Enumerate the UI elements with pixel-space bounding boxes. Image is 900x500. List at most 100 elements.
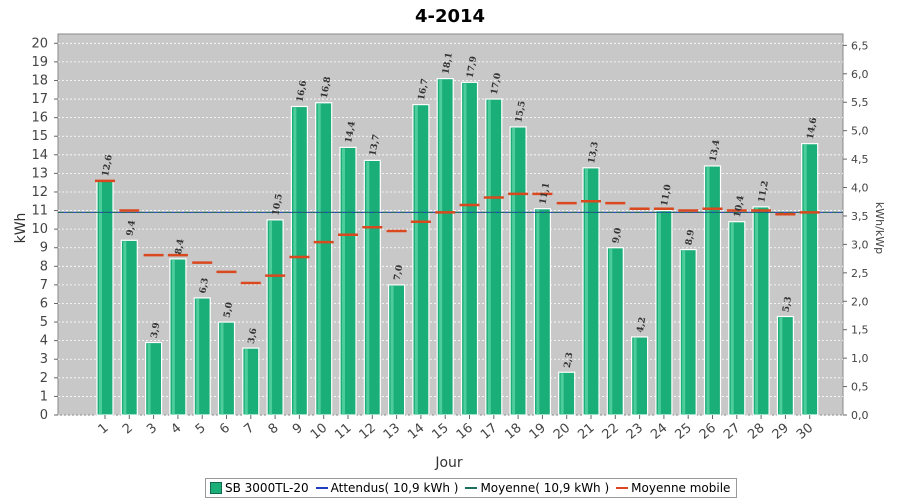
legend-label: Moyenne mobile xyxy=(631,481,731,495)
y2-tick-label: 5,5 xyxy=(851,96,869,109)
y-tick-label: 9 xyxy=(40,241,48,256)
data-label: 16,8 xyxy=(320,76,334,99)
data-label: 11,2 xyxy=(757,180,771,203)
bar-highlight xyxy=(633,337,637,415)
y-tick-label: 4 xyxy=(40,334,48,349)
data-label: 10,5 xyxy=(271,193,285,216)
data-label: 14,6 xyxy=(806,117,820,140)
data-label: 17,9 xyxy=(466,56,480,79)
bar-highlight xyxy=(366,161,370,415)
data-label: 9,0 xyxy=(611,227,624,244)
x-tick-label: 2 xyxy=(120,421,136,438)
data-label: 11,0 xyxy=(660,184,674,207)
data-label: 16,7 xyxy=(417,78,431,101)
x-tick-label: 23 xyxy=(624,421,646,443)
legend-label: Attendus( 10,9 kWh ) xyxy=(330,481,459,495)
y2-tick-label: 0,0 xyxy=(851,409,869,422)
data-label: 4,2 xyxy=(636,316,649,333)
y-tick-label: 12 xyxy=(31,185,48,200)
legend-label: Moyenne( 10,9 kWh ) xyxy=(480,481,610,495)
data-label: 9,4 xyxy=(125,220,138,237)
legend-item-moving-average: Moyenne mobile xyxy=(616,481,730,495)
data-label: 14,4 xyxy=(344,121,358,144)
data-label: 6,3 xyxy=(198,277,211,294)
data-label: 18,1 xyxy=(441,52,455,75)
data-label: 17,0 xyxy=(490,72,504,95)
bar-highlight xyxy=(706,166,710,415)
y2-tick-label: 1,5 xyxy=(851,324,869,337)
bar-highlight xyxy=(682,250,686,415)
x-tick-label: 15 xyxy=(429,421,451,443)
y-axis-title: kWh xyxy=(13,213,29,244)
data-label: 7,0 xyxy=(393,264,406,281)
x-tick-label: 17 xyxy=(478,421,500,443)
value-labels: 12,6 9,4 3,9 8,4 6,3 5,0 3,6 10,5 16,6 16,8 14,4 13… xyxy=(101,52,819,369)
data-label: 16,6 xyxy=(296,80,310,103)
bar-highlight xyxy=(803,144,807,415)
data-label: 3,6 xyxy=(247,327,260,344)
y-tick-label: 17 xyxy=(31,92,48,107)
x-tick-label: 14 xyxy=(405,421,427,443)
x-tick-label: 11 xyxy=(332,421,354,443)
data-label: 13,7 xyxy=(368,134,382,157)
x-tick-label: 28 xyxy=(745,421,767,443)
y2-tick-label: 2,0 xyxy=(851,295,869,308)
bar-highlight xyxy=(730,222,734,415)
x-tick-label: 13 xyxy=(381,421,403,443)
x-tick-label: 9 xyxy=(290,421,306,438)
x-tick-label: 16 xyxy=(454,421,476,443)
x-tick-label: 10 xyxy=(308,421,330,443)
x-tick-label: 3 xyxy=(144,421,160,438)
legend-item-production: SB 3000TL-20 xyxy=(210,481,309,495)
y2-tick-label: 2,5 xyxy=(851,267,869,280)
x-tick-label: 5 xyxy=(193,421,209,438)
bar-highlight xyxy=(414,105,418,415)
y2-tick-label: 6,0 xyxy=(851,68,869,81)
y-tick-label: 7 xyxy=(40,278,48,293)
y2-tick-label: 4,5 xyxy=(851,153,869,166)
bar-highlight xyxy=(342,148,345,415)
y-tick-label: 0 xyxy=(40,408,48,423)
y-tick-label: 18 xyxy=(31,73,48,88)
x-tick-label: 12 xyxy=(357,421,379,443)
bar-highlight xyxy=(390,285,394,415)
moving-average xyxy=(95,179,820,285)
bar-highlight xyxy=(536,209,540,415)
y-tick-label: 2 xyxy=(40,371,48,386)
x-tick-label: 20 xyxy=(551,421,573,443)
y-tick-label: 20 xyxy=(31,36,48,51)
bar-highlight xyxy=(512,127,516,416)
x-tick-label: 26 xyxy=(697,421,719,443)
bar-highlight xyxy=(439,79,443,415)
y-tick-label: 15 xyxy=(31,129,48,144)
legend-line-blue-icon xyxy=(315,487,328,489)
y2-tick-label: 3,5 xyxy=(851,210,869,223)
x-tick-label: 29 xyxy=(770,421,792,443)
y2-tick-label: 3,0 xyxy=(851,238,869,251)
bar-highlight xyxy=(244,349,248,415)
bar-highlight xyxy=(147,343,151,415)
data-label: 11,1 xyxy=(539,182,553,205)
data-label: 12,6 xyxy=(101,154,115,177)
y-tick-label: 16 xyxy=(31,111,48,126)
x-tick-label: 21 xyxy=(575,421,597,443)
y2-tick-label: 6,5 xyxy=(851,39,869,52)
x-tick-label: 25 xyxy=(672,421,694,443)
bar-highlight xyxy=(269,220,273,415)
data-label: 10,4 xyxy=(733,195,747,218)
data-label: 13,4 xyxy=(709,139,723,162)
legend: SB 3000TL-20 Attendus( 10,9 kWh ) Moyenn… xyxy=(205,478,738,498)
y2-axis-title: kWh/kWp xyxy=(873,202,886,254)
y2-tick-label: 5,0 xyxy=(851,125,869,138)
x-tick-label: 19 xyxy=(527,421,549,443)
data-label: 8,9 xyxy=(684,229,697,246)
data-label: 15,5 xyxy=(514,100,528,123)
x-tick-label: 8 xyxy=(266,421,282,438)
x-tick-label: 24 xyxy=(648,421,670,443)
bar-highlight xyxy=(755,207,759,415)
bar-highlight xyxy=(609,248,613,415)
bars xyxy=(96,78,819,416)
bar-highlight xyxy=(585,168,588,415)
y-tick-label: 19 xyxy=(31,55,48,70)
